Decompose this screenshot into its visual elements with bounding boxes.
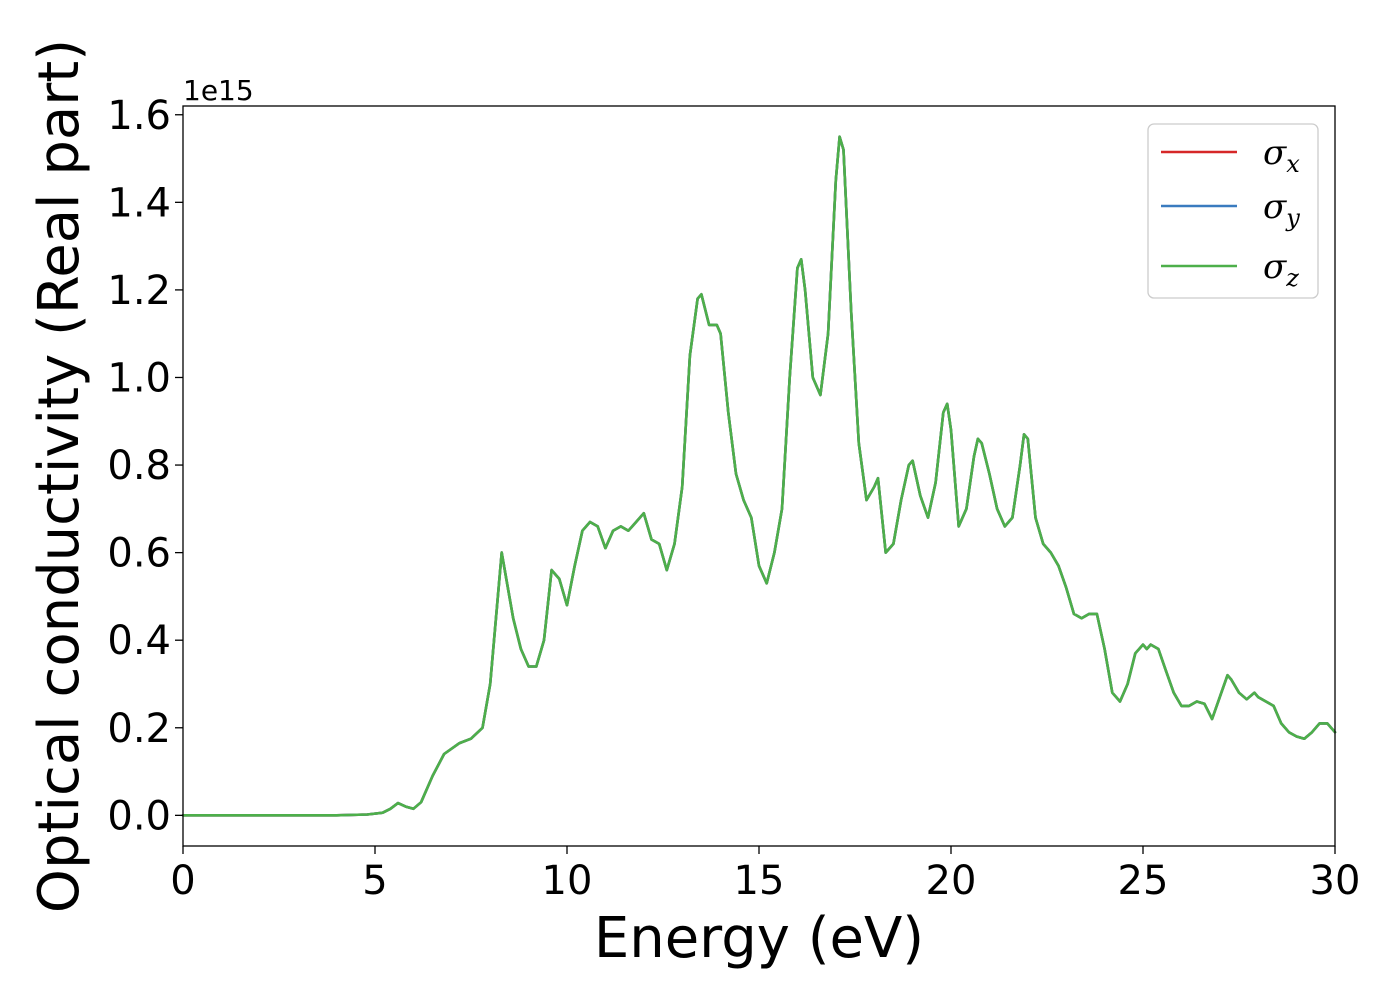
x-axis-label: Energy (eV) — [594, 906, 924, 971]
x-tick-label: 10 — [542, 858, 593, 904]
y-tick-label: 0.4 — [107, 618, 171, 664]
y-tick-label: 1.4 — [107, 180, 171, 226]
x-axis-ticks: 0 5 10 15 20 25 30 — [170, 846, 1360, 904]
y-tick-label: 1.2 — [107, 268, 171, 314]
series-line-z — [181, 135, 1337, 817]
y-axis-label: Optical conductivity (Real part) — [27, 39, 92, 913]
legend-box — [1147, 123, 1319, 299]
x-tick-label: 20 — [926, 858, 977, 904]
legend-label-z: σz — [1263, 247, 1299, 292]
y-tick-label: 0.6 — [107, 531, 171, 577]
y-tick-label: 0.8 — [107, 443, 171, 489]
y-tick-label: 1.0 — [107, 355, 171, 401]
x-tick-label: 30 — [1310, 858, 1361, 904]
plot-lines — [181, 135, 1337, 817]
y-tick-label: 0.2 — [107, 706, 171, 752]
legend: σx σy σz — [1147, 123, 1319, 299]
x-tick-label: 15 — [734, 858, 785, 904]
legend-label-y: σy — [1263, 187, 1300, 232]
y-tick-label: 0.0 — [107, 793, 171, 839]
legend-label-x: σx — [1263, 133, 1300, 178]
y-tick-label: 1.6 — [107, 93, 171, 139]
y-axis-ticks: 0.0 0.2 0.4 0.6 0.8 1.0 1.2 1.4 1.6 — [107, 93, 183, 839]
y-axis-offset-text: 1e15 — [183, 74, 254, 107]
x-tick-label: 0 — [170, 858, 195, 904]
x-tick-label: 5 — [362, 858, 387, 904]
x-tick-label: 25 — [1118, 858, 1169, 904]
